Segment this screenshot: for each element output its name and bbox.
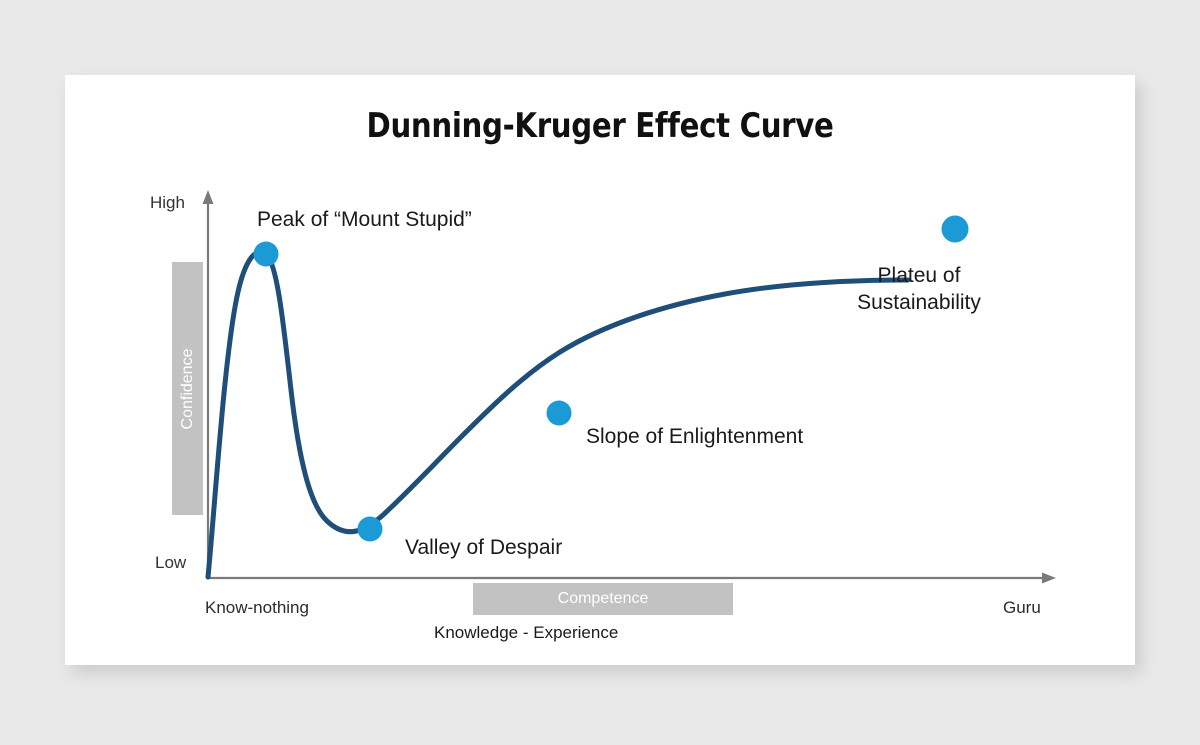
annotation-peak: Peak of “Mount Stupid”	[257, 208, 472, 231]
annotation-plateau-line2: Sustainability	[857, 290, 981, 314]
y-axis	[202, 190, 214, 578]
marker-valley	[357, 516, 383, 542]
x-axis-right-label: Guru	[1003, 598, 1041, 617]
annotation-plateau-line1: Plateu of	[877, 264, 961, 287]
marker-peak	[253, 241, 279, 267]
x-axis-title: Knowledge - Experience	[434, 623, 619, 642]
x-axis-left-label: Know-nothing	[205, 598, 309, 617]
competence-band: Competence	[473, 583, 733, 615]
dunning-kruger-chart	[202, 190, 1056, 584]
confidence-band: Confidence	[172, 262, 203, 515]
annotation-slope: Slope of Enlightenment	[586, 425, 804, 448]
marker-slope	[546, 400, 572, 426]
y-axis-high-label: High	[150, 193, 185, 212]
slide-card: Dunning-Kruger Effect Curve Confidence C…	[65, 75, 1135, 665]
competence-band-label: Competence	[557, 590, 649, 607]
y-axis-low-label: Low	[155, 553, 187, 572]
annotation-plateau: Plateu of Sustainability	[829, 263, 1009, 317]
page-title: Dunning-Kruger Effect Curve	[366, 106, 834, 146]
marker-plateau	[941, 215, 969, 243]
annotation-valley: Valley of Despair	[405, 536, 563, 559]
x-axis	[208, 572, 1056, 584]
